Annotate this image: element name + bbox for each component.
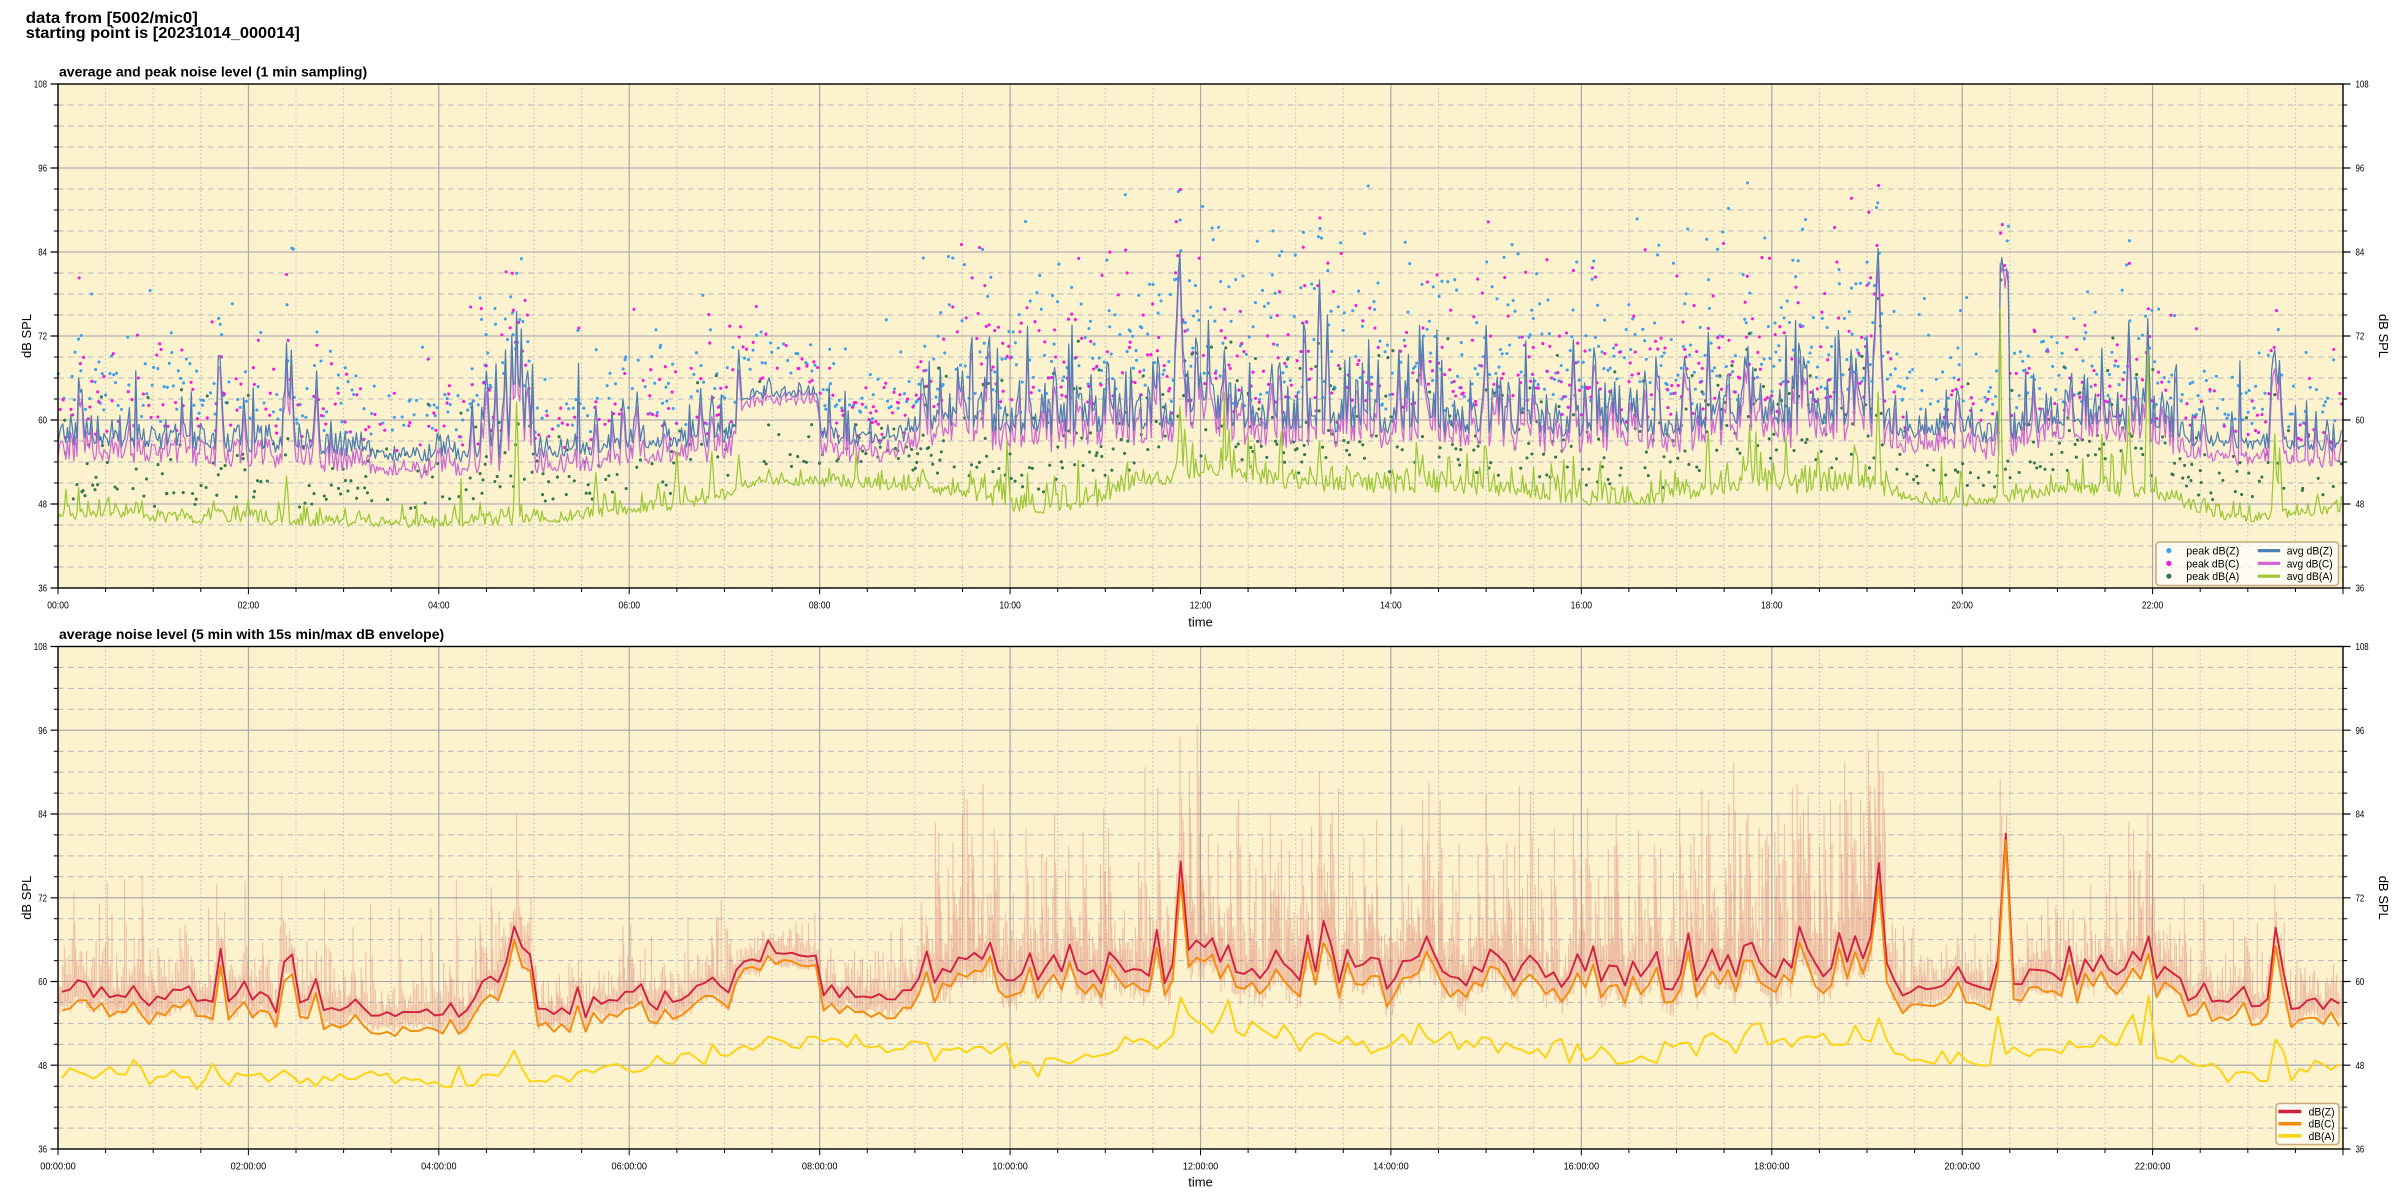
svg-text:starting point is [20231014_00: starting point is [20231014_000014] [26,25,300,42]
svg-text:108: 108 [34,641,47,653]
svg-text:84: 84 [2356,247,2365,259]
svg-text:14:00:00: 14:00:00 [1373,1161,1409,1173]
svg-text:108: 108 [2356,79,2369,91]
svg-text:00:00:00: 00:00:00 [40,1161,76,1173]
svg-text:dB SPL: dB SPL [2376,876,2391,920]
svg-text:08:00: 08:00 [809,600,831,612]
svg-text:18:00:00: 18:00:00 [1754,1161,1790,1173]
svg-text:14:00: 14:00 [1380,600,1402,612]
svg-text:16:00: 16:00 [1571,600,1593,612]
svg-text:72: 72 [2356,893,2365,905]
svg-text:48: 48 [38,499,47,511]
svg-text:96: 96 [2356,163,2365,175]
svg-text:avg dB(A): avg dB(A) [2287,571,2333,583]
svg-text:peak dB(C): peak dB(C) [2186,558,2239,570]
svg-text:dB SPL: dB SPL [19,314,34,358]
svg-text:06:00:00: 06:00:00 [612,1161,648,1173]
svg-text:36: 36 [2356,1144,2365,1156]
svg-text:12:00:00: 12:00:00 [1183,1161,1219,1173]
svg-text:dB SPL: dB SPL [19,876,34,920]
svg-text:48: 48 [38,1060,47,1072]
svg-text:00:00: 00:00 [47,600,69,612]
svg-text:12:00: 12:00 [1190,600,1212,612]
svg-text:peak dB(Z): peak dB(Z) [2186,546,2239,558]
svg-text:84: 84 [38,247,47,259]
svg-text:16:00:00: 16:00:00 [1564,1161,1600,1173]
svg-text:96: 96 [38,725,47,737]
svg-text:20:00:00: 20:00:00 [1944,1161,1980,1173]
svg-text:dB SPL: dB SPL [2376,314,2391,358]
svg-text:average noise level (5 min wit: average noise level (5 min with 15s min/… [59,626,444,642]
svg-text:04:00:00: 04:00:00 [421,1161,457,1173]
svg-text:36: 36 [38,583,47,595]
svg-text:60: 60 [38,415,47,427]
svg-text:average and peak noise level (: average and peak noise level (1 min samp… [59,64,367,80]
svg-text:20:00: 20:00 [1951,600,1973,612]
svg-text:avg dB(Z): avg dB(Z) [2287,546,2333,558]
svg-text:avg dB(C): avg dB(C) [2287,558,2333,570]
svg-text:peak dB(A): peak dB(A) [2186,571,2239,583]
svg-text:data from [5002/mic0]: data from [5002/mic0] [26,10,198,27]
svg-text:22:00: 22:00 [2142,600,2164,612]
svg-text:96: 96 [2356,725,2365,737]
svg-text:02:00:00: 02:00:00 [231,1161,267,1173]
svg-text:dB(A): dB(A) [2309,1131,2335,1143]
svg-text:06:00: 06:00 [619,600,641,612]
svg-text:08:00:00: 08:00:00 [802,1161,838,1173]
svg-text:18:00: 18:00 [1761,600,1783,612]
svg-text:dB(C): dB(C) [2309,1119,2335,1131]
svg-text:48: 48 [2356,1060,2365,1072]
svg-text:60: 60 [2356,976,2365,988]
svg-text:60: 60 [38,976,47,988]
svg-text:10:00:00: 10:00:00 [992,1161,1028,1173]
svg-text:96: 96 [38,163,47,175]
svg-text:22:00:00: 22:00:00 [2135,1161,2171,1173]
svg-text:60: 60 [2356,415,2365,427]
svg-text:84: 84 [38,809,47,821]
svg-text:108: 108 [34,79,47,91]
svg-text:84: 84 [2356,809,2365,821]
svg-text:dB(Z): dB(Z) [2309,1106,2335,1118]
svg-text:time: time [1188,1175,1213,1190]
svg-text:72: 72 [38,331,47,343]
svg-text:02:00: 02:00 [238,600,260,612]
svg-text:10:00: 10:00 [999,600,1021,612]
svg-text:72: 72 [2356,331,2365,343]
svg-text:48: 48 [2356,499,2365,511]
svg-text:108: 108 [2356,641,2369,653]
svg-text:72: 72 [38,893,47,905]
svg-text:04:00: 04:00 [428,600,450,612]
svg-text:36: 36 [38,1144,47,1156]
svg-text:36: 36 [2356,583,2365,595]
svg-text:time: time [1188,615,1213,630]
